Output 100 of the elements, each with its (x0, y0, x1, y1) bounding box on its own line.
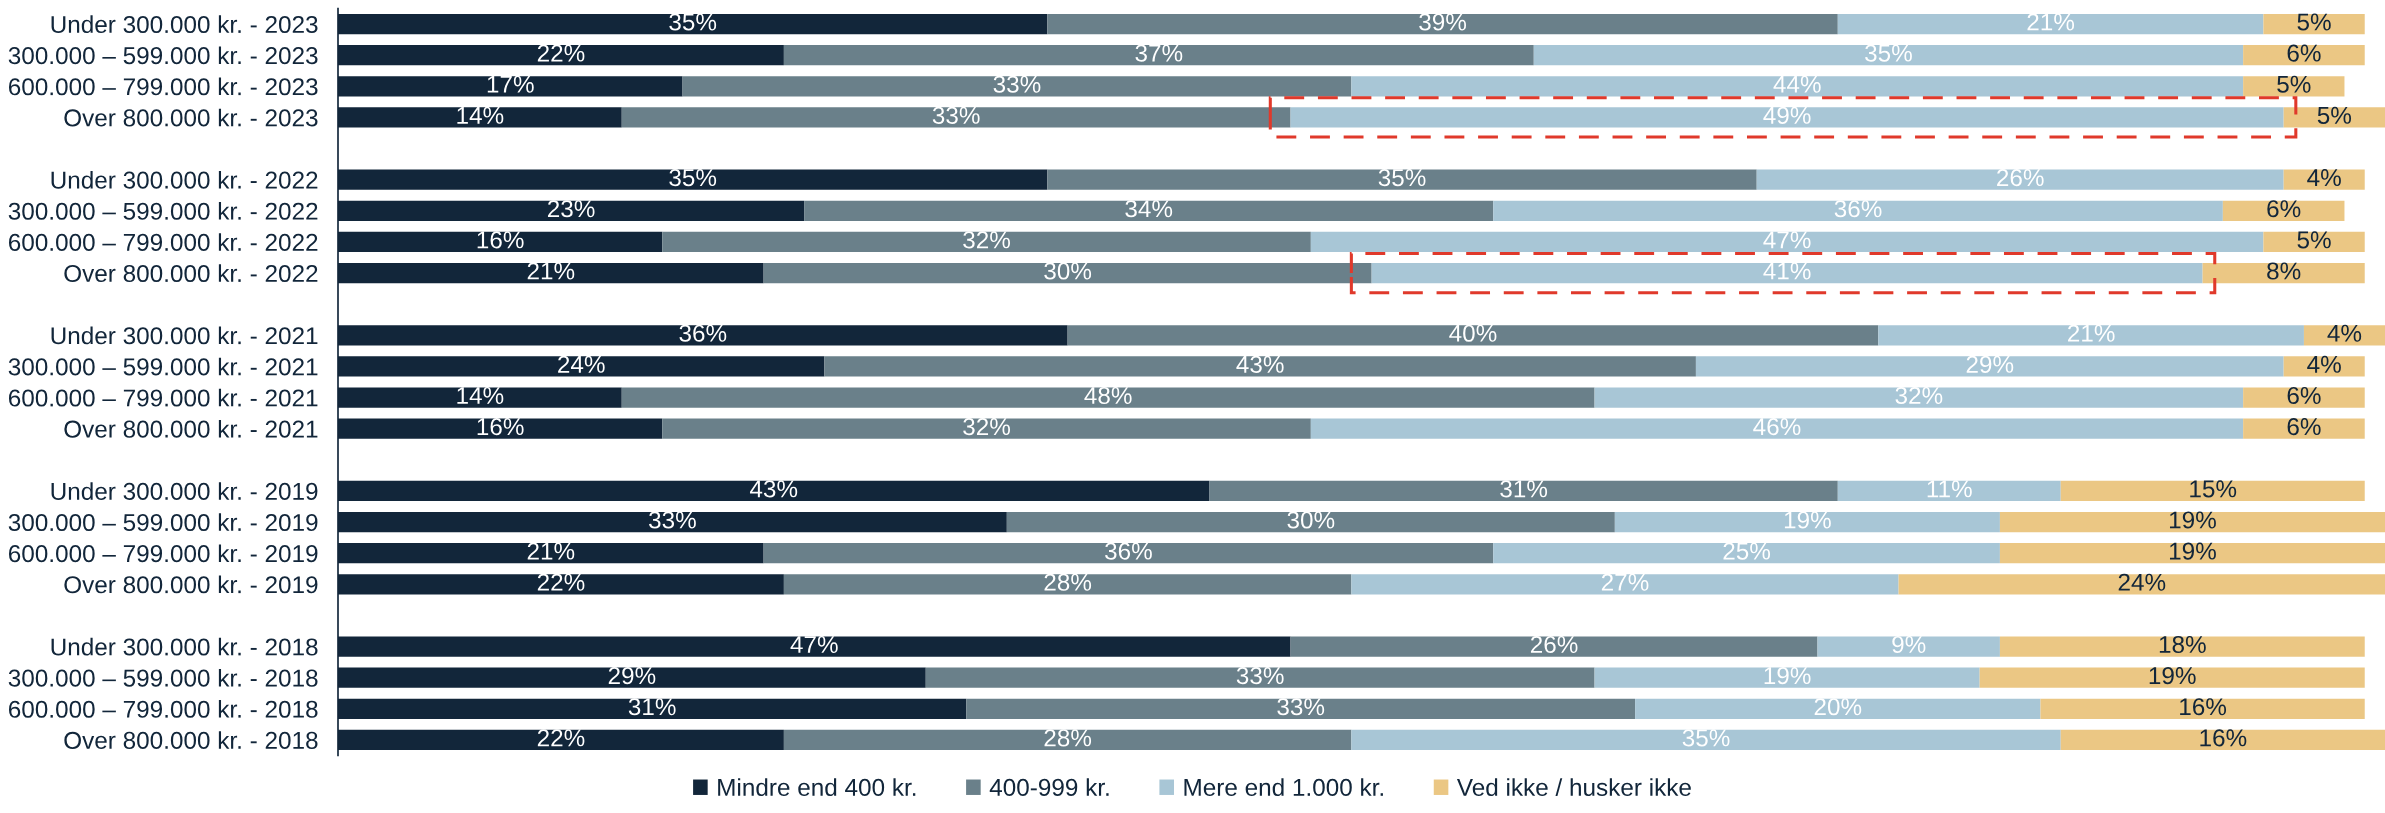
bar (1310, 231, 2264, 253)
bar (1614, 511, 2000, 533)
bar (824, 356, 1696, 377)
data-label: 21% (2027, 13, 2075, 31)
bar (2243, 45, 2365, 66)
bar (925, 667, 1595, 688)
data-label: 4% (2307, 355, 2341, 373)
data-label: 43% (1236, 355, 1284, 373)
bar (1493, 200, 2223, 221)
data-label: 30% (1044, 262, 1092, 280)
bar (2040, 698, 2365, 719)
data-label: 19% (1764, 667, 1811, 685)
data-label: 19% (1784, 511, 1831, 529)
bar (1290, 636, 1818, 657)
y-tick-label: 600.000 – 799.000 kr. - 2023 (8, 77, 318, 96)
data-label: 27% (1601, 573, 1649, 591)
y-tick-label: Over 800.000 kr. - 2023 (64, 108, 318, 127)
data-label: 36% (679, 324, 727, 342)
data-label: 33% (1236, 667, 1284, 685)
data-label: 19% (2169, 542, 2216, 560)
bar (1999, 543, 2385, 564)
y-tick-label: 300.000 – 599.000 kr. - 2022 (8, 202, 318, 220)
bar (1006, 511, 1615, 533)
bar (2060, 480, 2365, 502)
data-label: 43% (749, 480, 798, 498)
bar (2060, 729, 2385, 751)
bar (2243, 387, 2365, 408)
data-label: 16% (477, 231, 524, 249)
y-tick-label: Under 300.000 kr. - 2021 (51, 326, 318, 345)
legend-label: Mere end 1.000 kr. (1184, 778, 1383, 797)
data-label: 48% (1084, 386, 1132, 405)
bar (2202, 262, 2365, 284)
data-label: 46% (1753, 418, 1801, 436)
data-label: 24% (2118, 573, 2166, 591)
data-label: 29% (608, 667, 656, 685)
data-label: 30% (1287, 511, 1335, 529)
data-label: 26% (1997, 169, 2044, 187)
data-label: 6% (2287, 418, 2321, 436)
data-label: 16% (477, 418, 524, 436)
data-label: 31% (1500, 480, 1548, 498)
data-label: 15% (2190, 480, 2237, 498)
bar (2263, 231, 2365, 253)
bar (1067, 325, 1879, 346)
y-tick-label: 600.000 – 799.000 kr. - 2021 (8, 388, 318, 407)
bar (804, 200, 1494, 221)
data-label: 36% (1105, 542, 1152, 560)
data-label: 47% (790, 635, 838, 653)
data-label: 18% (2159, 635, 2206, 654)
data-label: 28% (1044, 729, 1092, 747)
data-label: 8% (2267, 262, 2301, 280)
data-label: 47% (1763, 231, 1811, 249)
data-label: 5% (2297, 13, 2331, 31)
data-label: 5% (2297, 231, 2331, 249)
bar (1756, 169, 2284, 190)
y-tick-label: 300.000 – 599.000 kr. - 2018 (8, 668, 318, 687)
bar (2222, 200, 2345, 221)
data-label: 11% (1927, 480, 1972, 498)
bar (1290, 107, 2284, 128)
bar (763, 543, 1494, 564)
data-label: 26% (1530, 635, 1578, 654)
data-label: 35% (1378, 169, 1426, 187)
data-label: 31% (628, 698, 676, 716)
data-label: 21% (2068, 324, 2115, 342)
y-tick-label: Over 800.000 kr. - 2019 (64, 575, 318, 594)
data-label: 16% (2200, 729, 2247, 747)
data-label: 41% (1763, 262, 1811, 280)
bar (783, 729, 1352, 751)
bar (783, 574, 1352, 595)
data-label: 6% (2267, 200, 2301, 218)
data-label: 25% (1723, 542, 1771, 560)
data-label: 37% (1135, 44, 1183, 62)
bar (662, 418, 1311, 439)
data-label: 19% (2149, 667, 2196, 685)
data-label: 36% (1834, 200, 1882, 218)
y-tick-label: 300.000 – 599.000 kr. - 2021 (8, 357, 318, 376)
data-label: 44% (1773, 75, 1821, 93)
bar (1594, 667, 1980, 688)
bar (1047, 169, 1757, 190)
data-label: 22% (537, 44, 585, 62)
bar (1837, 13, 2264, 35)
bar (1878, 325, 2304, 346)
bar (1594, 387, 2244, 408)
data-label: 33% (993, 75, 1041, 93)
data-label: 6% (2287, 44, 2321, 62)
bar (1351, 574, 1899, 595)
bar (621, 107, 1291, 128)
data-label: 34% (1125, 200, 1173, 218)
bar (621, 387, 1595, 408)
data-label: 32% (963, 418, 1011, 436)
data-label: 32% (963, 231, 1011, 249)
y-tick-label: 600.000 – 799.000 kr. - 2019 (8, 544, 318, 563)
data-label: 17% (487, 75, 534, 93)
data-label: 35% (669, 13, 717, 31)
data-label: 23% (547, 200, 595, 218)
y-tick-label: Under 300.000 kr. - 2022 (51, 170, 318, 189)
data-label: 35% (1682, 729, 1730, 747)
legend-label: Mindre end 400 kr. (718, 778, 916, 797)
data-label: 33% (1277, 698, 1325, 716)
data-label: 5% (2277, 75, 2311, 93)
bar (1371, 262, 2203, 284)
